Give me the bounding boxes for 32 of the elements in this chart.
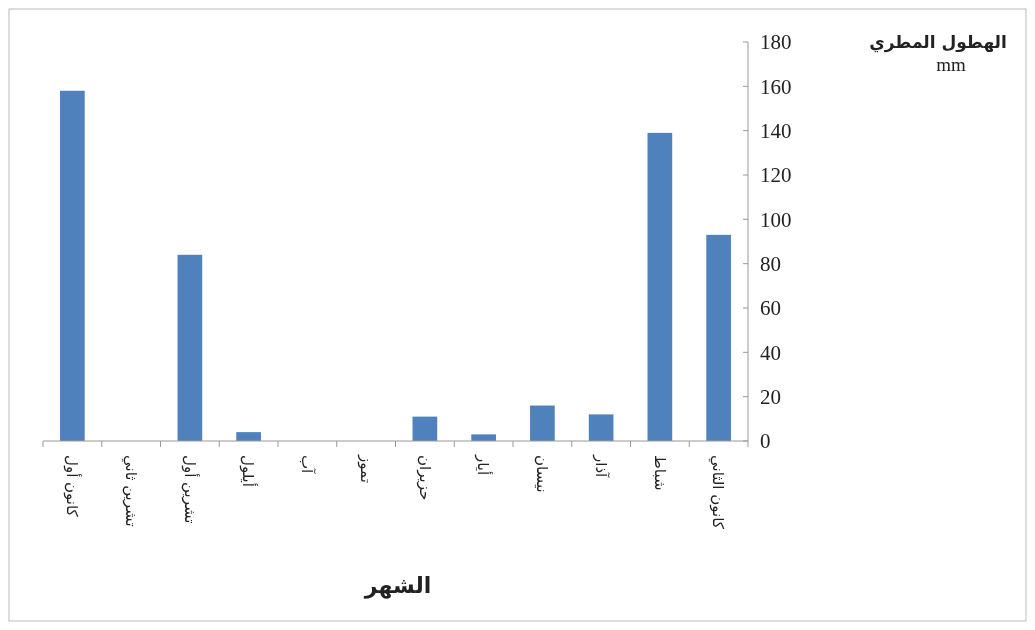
bar — [530, 405, 555, 441]
bar — [471, 434, 496, 441]
bar — [647, 132, 673, 441]
x-tick-label: آذار — [591, 454, 610, 479]
x-tick-label: حزيران — [415, 455, 434, 501]
x-tick-label: كانون أول — [63, 455, 83, 518]
x-tick-label: تموز — [356, 454, 375, 483]
x-tick-label: كانون الثاني — [708, 455, 728, 530]
y-tick-label: 0 — [760, 429, 771, 454]
y-tick-label: 160 — [760, 74, 792, 99]
y-tick-label: 60 — [760, 296, 781, 321]
x-tick-label: آب — [298, 455, 317, 475]
bar — [177, 254, 203, 441]
x-tick-label: تشرين أول — [180, 455, 200, 524]
y-tick-label: 80 — [760, 252, 781, 277]
bar — [588, 414, 614, 441]
x-tick-label: نيسان — [533, 455, 552, 493]
y-tick-label: 100 — [760, 207, 792, 232]
x-axis-title: الشهر — [363, 573, 432, 599]
y-tick-label: 140 — [760, 119, 792, 144]
bar — [706, 234, 731, 441]
bar — [60, 90, 85, 441]
x-tick-label: شباط — [650, 455, 669, 491]
y-tick-label: 180 — [760, 30, 792, 55]
bar — [236, 432, 261, 441]
x-tick-label: تشرين ثاني — [120, 455, 140, 527]
x-tick-label: أيار — [474, 454, 494, 476]
y-tick-label: 20 — [760, 385, 781, 410]
x-tick-label: أيلول — [239, 455, 259, 487]
y-tick-label: 120 — [760, 163, 792, 188]
bar — [412, 416, 438, 441]
y-tick-label: 40 — [760, 340, 781, 365]
